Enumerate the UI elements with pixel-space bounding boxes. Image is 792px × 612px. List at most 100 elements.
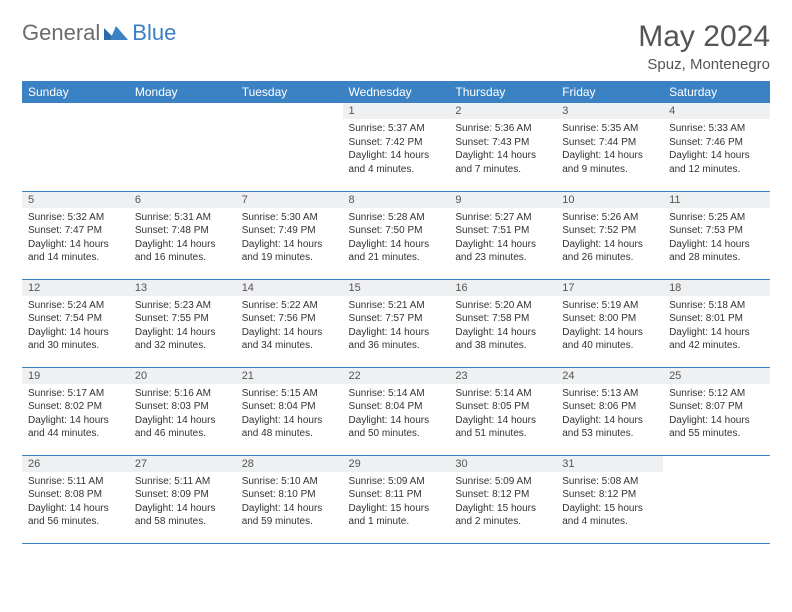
title-block: May 2024 Spuz, Montenegro — [638, 20, 770, 73]
day-number: 6 — [129, 192, 236, 208]
day-details: Sunrise: 5:31 AM Sunset: 7:48 PM Dayligh… — [129, 208, 236, 269]
dayhead-thu: Thursday — [449, 81, 556, 103]
week-row: 12Sunrise: 5:24 AM Sunset: 7:54 PM Dayli… — [22, 279, 770, 367]
day-number: 26 — [22, 456, 129, 472]
day-number: 8 — [343, 192, 450, 208]
day-details: Sunrise: 5:24 AM Sunset: 7:54 PM Dayligh… — [22, 296, 129, 357]
day-details: Sunrise: 5:18 AM Sunset: 8:01 PM Dayligh… — [663, 296, 770, 357]
day-cell: 3Sunrise: 5:35 AM Sunset: 7:44 PM Daylig… — [556, 103, 663, 191]
day-details: Sunrise: 5:15 AM Sunset: 8:04 PM Dayligh… — [236, 384, 343, 445]
day-number: 12 — [22, 280, 129, 296]
day-number: 19 — [22, 368, 129, 384]
day-cell: 25Sunrise: 5:12 AM Sunset: 8:07 PM Dayli… — [663, 367, 770, 455]
day-details: Sunrise: 5:09 AM Sunset: 8:11 PM Dayligh… — [343, 472, 450, 533]
day-cell — [129, 103, 236, 191]
day-number: 4 — [663, 103, 770, 119]
day-details: Sunrise: 5:35 AM Sunset: 7:44 PM Dayligh… — [556, 119, 663, 180]
header: General Blue May 2024 Spuz, Montenegro — [22, 20, 770, 73]
day-cell: 23Sunrise: 5:14 AM Sunset: 8:05 PM Dayli… — [449, 367, 556, 455]
day-cell: 20Sunrise: 5:16 AM Sunset: 8:03 PM Dayli… — [129, 367, 236, 455]
day-number: 2 — [449, 103, 556, 119]
day-details: Sunrise: 5:08 AM Sunset: 8:12 PM Dayligh… — [556, 472, 663, 533]
day-details: Sunrise: 5:27 AM Sunset: 7:51 PM Dayligh… — [449, 208, 556, 269]
day-cell: 15Sunrise: 5:21 AM Sunset: 7:57 PM Dayli… — [343, 279, 450, 367]
day-details: Sunrise: 5:13 AM Sunset: 8:06 PM Dayligh… — [556, 384, 663, 445]
day-details: Sunrise: 5:32 AM Sunset: 7:47 PM Dayligh… — [22, 208, 129, 269]
day-cell: 5Sunrise: 5:32 AM Sunset: 7:47 PM Daylig… — [22, 191, 129, 279]
day-details: Sunrise: 5:22 AM Sunset: 7:56 PM Dayligh… — [236, 296, 343, 357]
day-details: Sunrise: 5:23 AM Sunset: 7:55 PM Dayligh… — [129, 296, 236, 357]
day-number: 7 — [236, 192, 343, 208]
day-number: 20 — [129, 368, 236, 384]
day-cell: 27Sunrise: 5:11 AM Sunset: 8:09 PM Dayli… — [129, 455, 236, 543]
day-cell: 7Sunrise: 5:30 AM Sunset: 7:49 PM Daylig… — [236, 191, 343, 279]
day-cell: 12Sunrise: 5:24 AM Sunset: 7:54 PM Dayli… — [22, 279, 129, 367]
calendar-body: 1Sunrise: 5:37 AM Sunset: 7:42 PM Daylig… — [22, 103, 770, 543]
day-cell: 26Sunrise: 5:11 AM Sunset: 8:08 PM Dayli… — [22, 455, 129, 543]
day-details: Sunrise: 5:14 AM Sunset: 8:04 PM Dayligh… — [343, 384, 450, 445]
day-details: Sunrise: 5:30 AM Sunset: 7:49 PM Dayligh… — [236, 208, 343, 269]
day-cell: 29Sunrise: 5:09 AM Sunset: 8:11 PM Dayli… — [343, 455, 450, 543]
dayhead-fri: Friday — [556, 81, 663, 103]
day-details: Sunrise: 5:09 AM Sunset: 8:12 PM Dayligh… — [449, 472, 556, 533]
day-details: Sunrise: 5:11 AM Sunset: 8:08 PM Dayligh… — [22, 472, 129, 533]
day-cell — [22, 103, 129, 191]
day-number: 25 — [663, 368, 770, 384]
day-details: Sunrise: 5:17 AM Sunset: 8:02 PM Dayligh… — [22, 384, 129, 445]
day-details: Sunrise: 5:12 AM Sunset: 8:07 PM Dayligh… — [663, 384, 770, 445]
day-cell: 6Sunrise: 5:31 AM Sunset: 7:48 PM Daylig… — [129, 191, 236, 279]
day-cell: 18Sunrise: 5:18 AM Sunset: 8:01 PM Dayli… — [663, 279, 770, 367]
week-row: 19Sunrise: 5:17 AM Sunset: 8:02 PM Dayli… — [22, 367, 770, 455]
day-cell: 28Sunrise: 5:10 AM Sunset: 8:10 PM Dayli… — [236, 455, 343, 543]
day-details: Sunrise: 5:21 AM Sunset: 7:57 PM Dayligh… — [343, 296, 450, 357]
dayhead-sat: Saturday — [663, 81, 770, 103]
week-row: 1Sunrise: 5:37 AM Sunset: 7:42 PM Daylig… — [22, 103, 770, 191]
day-number: 10 — [556, 192, 663, 208]
day-number: 15 — [343, 280, 450, 296]
calendar-table: Sunday Monday Tuesday Wednesday Thursday… — [22, 81, 770, 544]
day-cell: 14Sunrise: 5:22 AM Sunset: 7:56 PM Dayli… — [236, 279, 343, 367]
day-cell: 31Sunrise: 5:08 AM Sunset: 8:12 PM Dayli… — [556, 455, 663, 543]
day-cell: 8Sunrise: 5:28 AM Sunset: 7:50 PM Daylig… — [343, 191, 450, 279]
day-cell: 22Sunrise: 5:14 AM Sunset: 8:04 PM Dayli… — [343, 367, 450, 455]
day-details: Sunrise: 5:11 AM Sunset: 8:09 PM Dayligh… — [129, 472, 236, 533]
week-row: 26Sunrise: 5:11 AM Sunset: 8:08 PM Dayli… — [22, 455, 770, 543]
day-number: 11 — [663, 192, 770, 208]
day-cell: 4Sunrise: 5:33 AM Sunset: 7:46 PM Daylig… — [663, 103, 770, 191]
day-number: 5 — [22, 192, 129, 208]
day-number: 30 — [449, 456, 556, 472]
day-cell: 2Sunrise: 5:36 AM Sunset: 7:43 PM Daylig… — [449, 103, 556, 191]
day-number: 23 — [449, 368, 556, 384]
week-row: 5Sunrise: 5:32 AM Sunset: 7:47 PM Daylig… — [22, 191, 770, 279]
day-number: 31 — [556, 456, 663, 472]
day-number: 9 — [449, 192, 556, 208]
day-header-row: Sunday Monday Tuesday Wednesday Thursday… — [22, 81, 770, 103]
day-details: Sunrise: 5:19 AM Sunset: 8:00 PM Dayligh… — [556, 296, 663, 357]
day-number: 21 — [236, 368, 343, 384]
day-cell: 19Sunrise: 5:17 AM Sunset: 8:02 PM Dayli… — [22, 367, 129, 455]
day-cell: 13Sunrise: 5:23 AM Sunset: 7:55 PM Dayli… — [129, 279, 236, 367]
dayhead-tue: Tuesday — [236, 81, 343, 103]
day-number: 16 — [449, 280, 556, 296]
day-cell: 24Sunrise: 5:13 AM Sunset: 8:06 PM Dayli… — [556, 367, 663, 455]
day-number: 1 — [343, 103, 450, 119]
day-details: Sunrise: 5:28 AM Sunset: 7:50 PM Dayligh… — [343, 208, 450, 269]
logo-icon — [104, 20, 128, 46]
day-number: 22 — [343, 368, 450, 384]
logo: General Blue — [22, 20, 176, 46]
day-details: Sunrise: 5:26 AM Sunset: 7:52 PM Dayligh… — [556, 208, 663, 269]
dayhead-sun: Sunday — [22, 81, 129, 103]
day-cell: 21Sunrise: 5:15 AM Sunset: 8:04 PM Dayli… — [236, 367, 343, 455]
day-number: 27 — [129, 456, 236, 472]
day-details: Sunrise: 5:20 AM Sunset: 7:58 PM Dayligh… — [449, 296, 556, 357]
day-number: 24 — [556, 368, 663, 384]
day-number: 18 — [663, 280, 770, 296]
day-details: Sunrise: 5:10 AM Sunset: 8:10 PM Dayligh… — [236, 472, 343, 533]
day-cell — [663, 455, 770, 543]
day-cell: 17Sunrise: 5:19 AM Sunset: 8:00 PM Dayli… — [556, 279, 663, 367]
day-cell: 1Sunrise: 5:37 AM Sunset: 7:42 PM Daylig… — [343, 103, 450, 191]
month-title: May 2024 — [638, 20, 770, 54]
dayhead-wed: Wednesday — [343, 81, 450, 103]
day-details: Sunrise: 5:36 AM Sunset: 7:43 PM Dayligh… — [449, 119, 556, 180]
day-cell: 10Sunrise: 5:26 AM Sunset: 7:52 PM Dayli… — [556, 191, 663, 279]
